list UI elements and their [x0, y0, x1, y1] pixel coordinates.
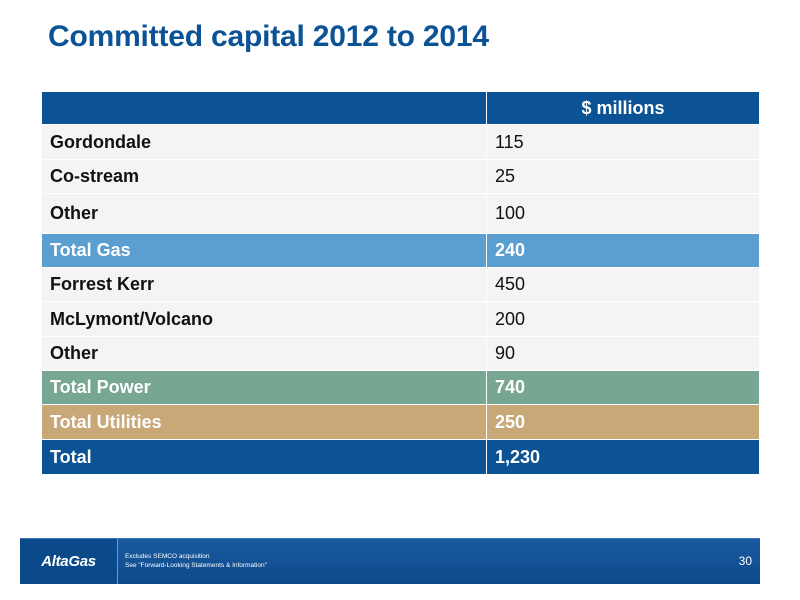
row-label: Forrest Kerr	[41, 267, 487, 302]
row-value: 240	[486, 233, 760, 268]
table-row-other-power: Other 90	[41, 336, 760, 371]
row-value: 200	[486, 301, 760, 337]
row-label: McLymont/Volcano	[41, 301, 487, 337]
row-label: Total	[41, 439, 487, 475]
table-row-total-utilities: Total Utilities 250	[41, 404, 760, 440]
table-row-total-gas: Total Gas 240	[41, 233, 760, 268]
row-label: Other	[41, 336, 487, 371]
row-label: Gordondale	[41, 124, 487, 160]
header-label-cell	[41, 91, 487, 125]
row-value: 250	[486, 404, 760, 440]
row-label: Total Gas	[41, 233, 487, 268]
table-row-gordondale: Gordondale 115	[41, 124, 760, 160]
row-label: Total Utilities	[41, 404, 487, 440]
row-label: Co-stream	[41, 159, 487, 194]
table-row-forrest-kerr: Forrest Kerr 450	[41, 267, 760, 302]
row-label: Other	[41, 193, 487, 234]
row-label: Total Power	[41, 370, 487, 405]
row-value: 740	[486, 370, 760, 405]
row-value: 115	[486, 124, 760, 160]
table-row-co-stream: Co-stream 25	[41, 159, 760, 194]
row-value: 100	[486, 193, 760, 234]
table-row-grand-total: Total 1,230	[41, 439, 760, 475]
logo-text: AltaGas	[41, 553, 96, 570]
row-value: 450	[486, 267, 760, 302]
row-value: 90	[486, 336, 760, 371]
table-row-total-power: Total Power 740	[41, 370, 760, 405]
footer-notes: Excludes SEMCO acquisition See "Forward-…	[125, 552, 267, 570]
slide-title: Committed capital 2012 to 2014	[48, 20, 489, 53]
row-value: 1,230	[486, 439, 760, 475]
page-number: 30	[738, 554, 752, 568]
table-row-other-gas: Other 100	[41, 193, 760, 234]
table-row-mclymont-volcano: McLymont/Volcano 200	[41, 301, 760, 337]
footer-bar: AltaGas Excludes SEMCO acquisition See "…	[20, 538, 760, 584]
footer-note-forward-looking: See "Forward-Looking Statements & Inform…	[125, 562, 267, 569]
header-units-cell: $ millions	[486, 91, 760, 125]
committed-capital-table: $ millions Gordondale 115 Co-stream 25 O…	[41, 91, 760, 475]
row-value: 25	[486, 159, 760, 194]
table-header-row: $ millions	[41, 91, 760, 125]
footer-note-semco: Excludes SEMCO acquisition	[125, 553, 210, 560]
altagas-logo: AltaGas	[20, 539, 118, 584]
